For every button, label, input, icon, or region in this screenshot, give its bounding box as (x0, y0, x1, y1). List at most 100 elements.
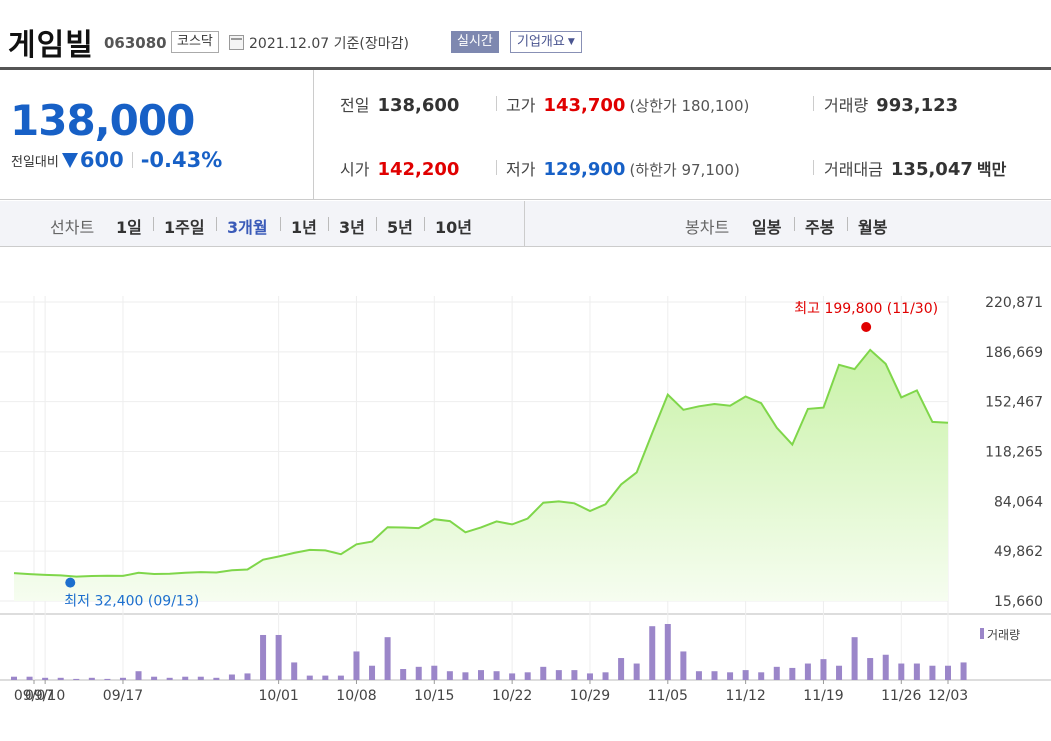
volume-bar (509, 673, 516, 680)
volume-bar (73, 678, 80, 680)
volume-bar (851, 637, 858, 680)
tab-divider (524, 201, 525, 247)
volume-bar (867, 658, 874, 680)
separator (496, 160, 497, 175)
volume-legend-label: 거래량 (987, 628, 1020, 642)
x-tick-label: 11/12 (725, 688, 765, 704)
volume-bar (166, 677, 173, 680)
tab-3m[interactable]: 3개월 (227, 218, 268, 237)
volume-bar (711, 671, 718, 680)
x-tick-label: 10/22 (492, 688, 532, 704)
low-price: 저가 129,900 (하한가 97,100) (506, 156, 740, 180)
market-badge: 코스닥 (171, 31, 219, 53)
stock-code: 063080 (104, 34, 167, 52)
down-arrow-icon (61, 152, 78, 168)
y-tick-label: 84,064 (994, 494, 1043, 510)
min-label: 최저 32,400 (09/13) (64, 594, 199, 610)
company-overview-label: 기업개요 (517, 34, 565, 50)
min-marker (65, 577, 76, 588)
current-price-box: 138,000 전일대비 600 -0.43% (0, 70, 314, 200)
tab-5y[interactable]: 5년 (387, 218, 413, 237)
price-summary: 138,000 전일대비 600 -0.43% 전일 138,600 고가 143,… (0, 70, 1051, 200)
volume-bar (57, 677, 64, 680)
volume-bar (400, 669, 407, 680)
prev-close-label: 전일 (340, 96, 370, 115)
upper-limit: (상한가 180,100) (629, 97, 750, 115)
tab-monthly[interactable]: 월봉 (858, 218, 888, 237)
tab-separator (328, 217, 329, 231)
prev-close-value: 138,600 (377, 95, 460, 116)
calendar-icon (229, 35, 244, 50)
price-area (14, 349, 948, 601)
tab-1d[interactable]: 1일 (116, 218, 142, 237)
tab-weekly[interactable]: 주봉 (805, 218, 835, 237)
volume-bar (524, 672, 531, 680)
volume-bar (633, 663, 640, 680)
separator (496, 96, 497, 111)
y-tick-label: 49,862 (994, 544, 1043, 560)
price-chart: 220,871 186,669 152,467 118,265 84,064 49,862… (0, 295, 1051, 704)
company-overview-button[interactable]: 기업개요 ▼ (510, 31, 582, 53)
volume-bar (462, 672, 469, 680)
change-row: 전일대비 600 -0.43% (11, 148, 222, 172)
volume-bar (446, 671, 453, 680)
price-line (13, 348, 949, 578)
volume-bar (820, 659, 827, 680)
volume-bar (929, 665, 936, 680)
x-tick-label: 10/29 (570, 688, 610, 704)
tab-10y[interactable]: 10년 (435, 218, 472, 237)
volume-bar (913, 663, 920, 680)
tab-separator (794, 217, 795, 231)
trade-amount: 거래대금 135,047 백만 (824, 156, 1006, 180)
tab-daily[interactable]: 일봉 (752, 218, 782, 237)
open-value: 142,200 (377, 159, 460, 180)
volume-bar (586, 673, 593, 680)
volume-bar (602, 672, 609, 680)
stock-name: 게임빌 (8, 28, 94, 63)
volume-bar (555, 670, 562, 680)
volume-bar (540, 666, 547, 680)
tab-3y[interactable]: 3년 (339, 218, 365, 237)
chart-area: 220,871 186,669 152,467 118,265 84,064 49,862… (0, 248, 1051, 741)
y-tick-label: 152,467 (985, 395, 1043, 411)
x-tick-label: 10/15 (414, 688, 454, 704)
volume-bar (758, 672, 765, 680)
high-label: 고가 (506, 96, 536, 115)
low-value: 129,900 (543, 159, 626, 180)
realtime-button[interactable]: 실시간 (451, 31, 499, 53)
change-value: 600 (79, 148, 124, 172)
tab-1w[interactable]: 1주일 (164, 218, 205, 237)
y-tick-label: 220,871 (985, 295, 1043, 311)
volume-bar (649, 626, 656, 680)
high-price: 고가 143,700 (상한가 180,100) (506, 92, 749, 116)
x-tick-label: 09/07 (14, 688, 54, 704)
change-percent: -0.43% (140, 148, 223, 172)
volume-bar (260, 634, 267, 680)
volume-bar (104, 678, 111, 680)
top-divider (0, 67, 1051, 70)
tab-separator (376, 217, 377, 231)
volume-bar (773, 666, 780, 680)
volume-bar (88, 677, 95, 680)
volume-bar (337, 675, 344, 680)
volume-bar (789, 667, 796, 680)
volume-bar (898, 663, 905, 680)
tab-separator (280, 217, 281, 231)
volume-bar (742, 670, 749, 680)
x-tick-label: 11/05 (648, 688, 688, 704)
tab-1y[interactable]: 1년 (291, 218, 317, 237)
tab-separator (424, 217, 425, 231)
volume: 거래량 993,123 (824, 92, 958, 116)
x-tick-label: 11/19 (803, 688, 843, 704)
amount-unit: 백만 (976, 160, 1007, 179)
volume-bar (182, 676, 189, 680)
y-tick-label: 15,660 (994, 594, 1043, 610)
volume-bar (664, 624, 671, 680)
tab-separator (216, 217, 217, 231)
volume-bar (431, 665, 438, 680)
volume-bar (322, 675, 329, 680)
volume-bar (213, 677, 220, 680)
lower-limit: (하한가 97,100) (629, 161, 740, 179)
header: 게임빌 063080 코스닥 2021.12.07 기준(장마감) 실시간 기업… (0, 0, 1051, 68)
volume-bar (415, 666, 422, 680)
